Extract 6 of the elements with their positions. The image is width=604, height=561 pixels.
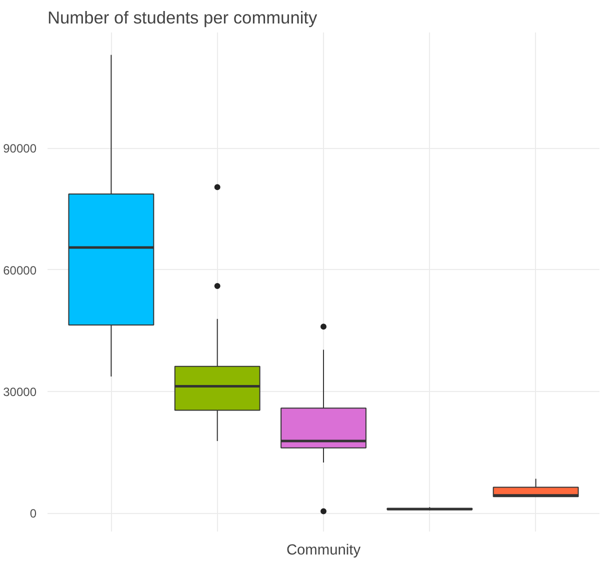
- y-tick-label: 60000: [3, 263, 37, 278]
- x-axis-title: Community: [286, 542, 362, 558]
- chart-title: Number of students per community: [48, 8, 318, 28]
- y-tick-label: 90000: [3, 142, 37, 156]
- y-tick-label: 30000: [3, 385, 37, 400]
- y-tick-label: 0: [30, 506, 37, 521]
